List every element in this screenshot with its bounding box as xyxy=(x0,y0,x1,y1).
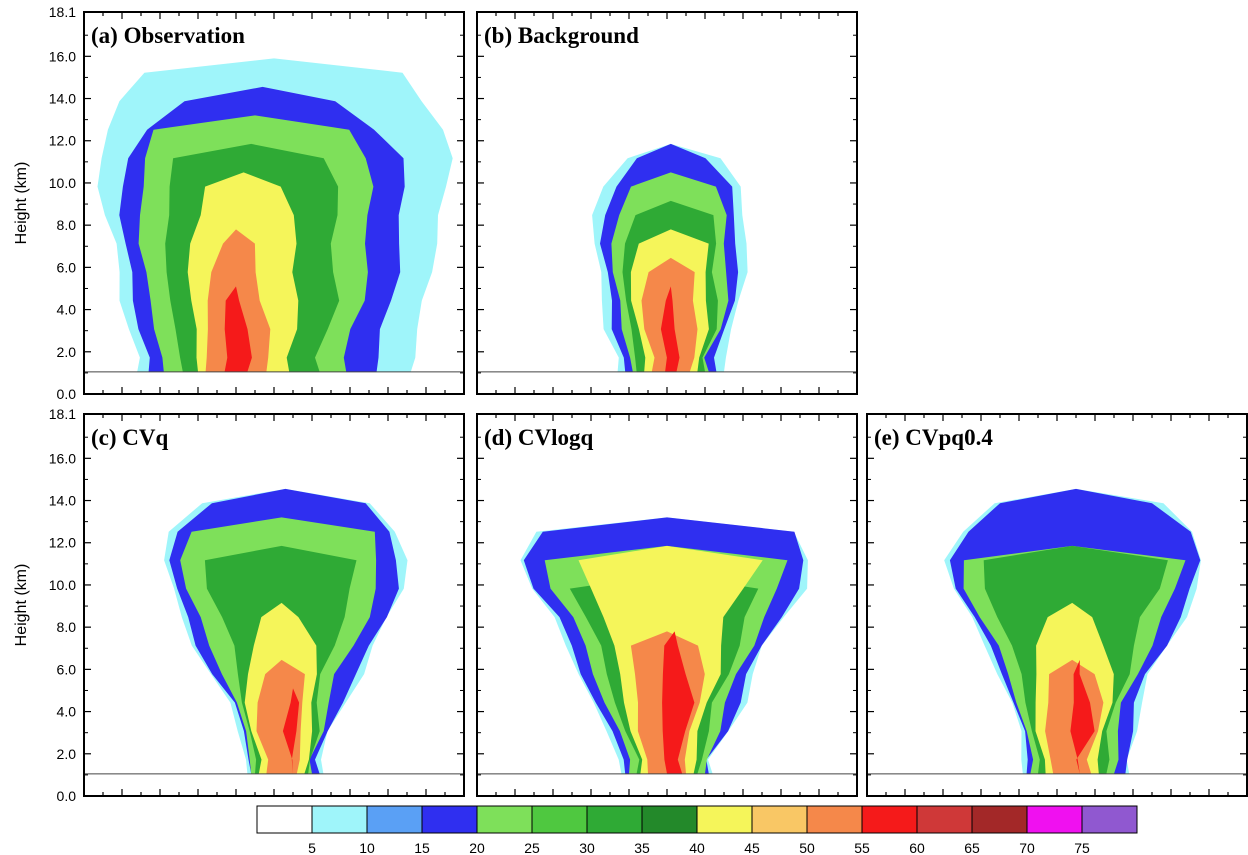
contour-group xyxy=(520,517,808,774)
contour-group xyxy=(944,488,1201,774)
colorbar-swatch xyxy=(311,805,368,834)
y-tick-label: 2.0 xyxy=(57,746,77,762)
colorbar-swatch xyxy=(476,805,533,834)
y-tick-label: 0.0 xyxy=(57,386,77,402)
y-tick-label: 8.0 xyxy=(57,619,77,635)
colorbar-label: 60 xyxy=(909,840,925,855)
colorbar-label: 15 xyxy=(414,840,430,855)
colorbar-label: 65 xyxy=(964,840,980,855)
y-tick-label: 16.0 xyxy=(49,450,76,466)
colorbar-label: 40 xyxy=(689,840,705,855)
y-axis-label: Height (km) xyxy=(13,162,30,245)
colorbar-swatch xyxy=(861,805,918,834)
colorbar-swatch xyxy=(696,805,753,834)
colorbar-swatch xyxy=(586,805,643,834)
y-tick-label: 16.0 xyxy=(49,48,76,64)
contour-55-dbz xyxy=(282,688,300,774)
panel-title: (b) Background xyxy=(484,23,639,48)
colorbar-swatch xyxy=(256,805,313,834)
colorbar-label: 10 xyxy=(359,840,375,855)
panel-a: 0.0 2.0 4.0 6.0 8.0 10.0 12.0 14.0 16.0 18.1 Heigh… xyxy=(13,4,465,402)
y-tick-label: 6.0 xyxy=(57,259,77,275)
colorbar-swatch xyxy=(366,805,423,834)
contour-group xyxy=(592,143,748,372)
colorbar-swatch xyxy=(806,805,863,834)
colorbar-label: 55 xyxy=(854,840,870,855)
panels-group: 0.0 2.0 4.0 6.0 8.0 10.0 12.0 14.0 16.0 18.1 Heigh… xyxy=(13,4,1248,804)
panel-title: (c) CVq xyxy=(91,425,168,450)
y-tick-label: 4.0 xyxy=(57,704,77,720)
colorbar-label: 5 xyxy=(308,840,316,855)
contour-55-dbz xyxy=(224,286,252,372)
colorbar-swatch xyxy=(1081,805,1138,834)
y-tick-label: 0.0 xyxy=(57,788,77,804)
colorbar-label: 35 xyxy=(634,840,650,855)
colorbar-label: 50 xyxy=(799,840,815,855)
colorbar-label: 20 xyxy=(469,840,485,855)
y-tick-label: 2.0 xyxy=(57,344,77,360)
colorbar-label: 70 xyxy=(1019,840,1035,855)
panel-title: (e) CVpq0.4 xyxy=(874,425,993,450)
y-tick-label: 10.0 xyxy=(49,175,76,191)
panel-title: (a) Observation xyxy=(91,23,245,48)
colorbar-swatch xyxy=(641,805,698,834)
colorbar-swatch xyxy=(971,805,1028,834)
panel-e: (e) CVpq0.4 xyxy=(866,413,1248,797)
panel-b: (b) Background xyxy=(476,11,858,395)
colorbar-swatch xyxy=(916,805,973,834)
colorbar-swatch xyxy=(421,805,478,834)
y-tick-label: 14.0 xyxy=(49,91,76,107)
colorbar: 5 10 15 20 25 30 35 40 45 50 55 60 65 70 75 xyxy=(256,805,1138,855)
y-tick-label: 10.0 xyxy=(49,577,76,593)
y-tick-label: 4.0 xyxy=(57,302,77,318)
colorbar-swatch xyxy=(751,805,808,834)
y-tick-label: 18.1 xyxy=(49,406,76,422)
y-tick-label: 12.0 xyxy=(49,535,76,551)
y-tick-label: 14.0 xyxy=(49,493,76,509)
panel-d: (d) CVlogq xyxy=(476,413,858,797)
contour-55-dbz xyxy=(662,631,695,774)
contour-55-dbz xyxy=(1070,659,1095,774)
y-tick-label: 12.0 xyxy=(49,133,76,149)
y-tick-label: 8.0 xyxy=(57,217,77,233)
colorbar-label: 25 xyxy=(524,840,540,855)
colorbar-label: 45 xyxy=(744,840,760,855)
y-tick-label: 18.1 xyxy=(49,4,76,20)
panel-c: 0.0 2.0 4.0 6.0 8.0 10.0 12.0 14.0 16.0 18.1 Heigh… xyxy=(13,406,465,804)
colorbar-label: 75 xyxy=(1074,840,1090,855)
contour-group xyxy=(97,58,453,372)
contour-group xyxy=(164,488,408,774)
contour-55-dbz xyxy=(660,286,680,372)
y-axis-label: Height (km) xyxy=(13,564,30,647)
colorbar-swatch xyxy=(1026,805,1083,834)
colorbar-swatch xyxy=(531,805,588,834)
y-tick-label: 6.0 xyxy=(57,661,77,677)
panel-title: (d) CVlogq xyxy=(484,425,593,450)
colorbar-label: 30 xyxy=(579,840,595,855)
